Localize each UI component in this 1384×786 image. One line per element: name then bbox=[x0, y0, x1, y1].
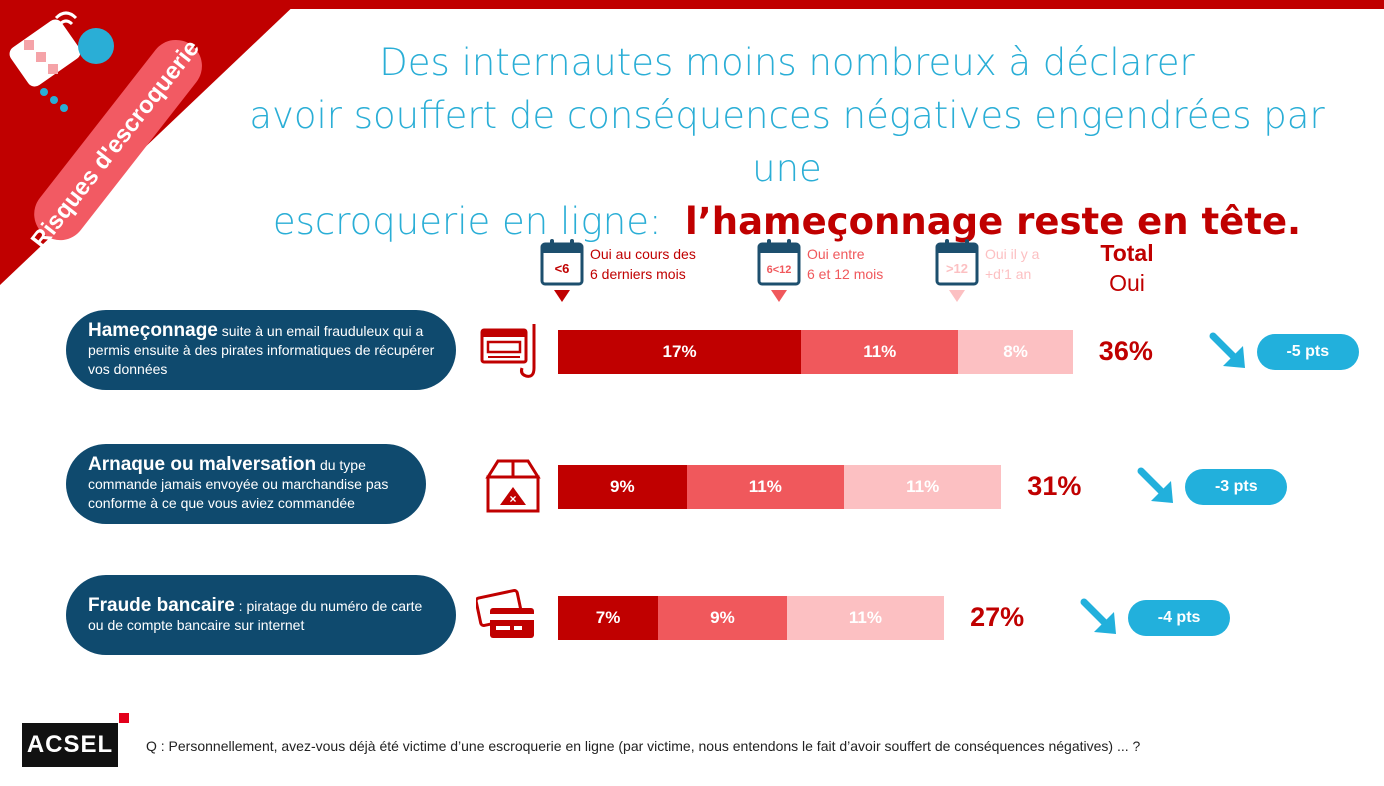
row-title: Arnaque ou malversation bbox=[88, 454, 317, 475]
row-label-2: Fraude bancaire : piratage du numéro de … bbox=[66, 575, 456, 655]
bar-segment-2: 11% bbox=[786, 596, 945, 640]
legend-label-line-1: Oui il y a bbox=[985, 246, 1040, 262]
legend-label-line-2: 6 et 12 mois bbox=[807, 266, 884, 282]
bar-segment-0: 7% bbox=[558, 596, 659, 640]
title-line-3-text: escroquerie en ligne: bbox=[272, 200, 662, 243]
arrow-down-right-icon bbox=[1209, 332, 1245, 368]
survey-question: Q : Personnellement, avez-vous déjà été … bbox=[146, 738, 1141, 754]
bar-segment-1: 9% bbox=[658, 596, 787, 640]
bar-segment-2: 11% bbox=[844, 465, 1002, 509]
arrow-down-right-icon bbox=[1137, 467, 1174, 503]
title-line-2: avoir souffert de conséquences négatives… bbox=[249, 94, 1325, 190]
bar-segment-1: 11% bbox=[686, 465, 844, 509]
title-line-3: escroquerie en ligne: l’hameçonnage rest… bbox=[222, 195, 1352, 248]
row-description: suite à un email frauduleux qui a permis… bbox=[88, 323, 435, 377]
row-label-0: Hameçonnage suite à un email frauduleux … bbox=[66, 310, 456, 390]
total-header-line-1: Total bbox=[1100, 240, 1154, 266]
top-red-bar bbox=[0, 0, 1384, 9]
bar-segment-0: 9% bbox=[558, 465, 687, 509]
bar-segment-2: 8% bbox=[958, 330, 1073, 374]
credit-cards-icon bbox=[476, 588, 534, 638]
legend-label: Oui entre 6 et 12 mois bbox=[807, 244, 883, 284]
calendar-tag: >12 bbox=[946, 261, 968, 276]
bar-data-label: 7% bbox=[595, 608, 621, 627]
legend-label-line-1: Oui au cours des bbox=[590, 246, 696, 262]
bar-data-label: 17% bbox=[662, 342, 697, 361]
calendar-icon: 6<12 bbox=[757, 239, 801, 302]
total-header-line-2: Oui bbox=[1109, 270, 1145, 296]
acsel-logo: ACSEL bbox=[22, 723, 118, 767]
bar-data-label: 8% bbox=[1003, 342, 1028, 361]
calendar-icon: >12 bbox=[935, 239, 979, 302]
legend-label: Oui au cours des 6 derniers mois bbox=[590, 244, 696, 284]
bar-data-label: 11% bbox=[748, 477, 782, 496]
row-label-text: Hameçonnage suite à un email frauduleux … bbox=[88, 321, 436, 379]
svg-text:×: × bbox=[509, 492, 516, 506]
bar-data-label: 11% bbox=[848, 608, 882, 627]
corner-badge: Risques d'escroquerie bbox=[0, 0, 300, 285]
change-badge: -5 pts bbox=[1256, 334, 1359, 370]
calendar-tag: 6<12 bbox=[767, 264, 792, 276]
legend-total-header: Total Oui bbox=[1090, 238, 1164, 298]
bar-segment-0: 17% bbox=[558, 330, 802, 374]
calendar-icon: <6 bbox=[540, 239, 584, 302]
row-total: 27% bbox=[970, 602, 1025, 632]
legend-label: Oui il y a +d’1 an bbox=[985, 244, 1039, 284]
legend-label-line-1: Oui entre bbox=[807, 246, 865, 262]
logo-dot bbox=[119, 713, 129, 723]
row-total: 31% bbox=[1027, 471, 1082, 501]
legend-label-line-2: +d’1 an bbox=[985, 266, 1032, 282]
row-title: Fraude bancaire bbox=[88, 594, 235, 616]
handshake-icon bbox=[9, 11, 114, 112]
bar-data-label: 9% bbox=[610, 477, 635, 496]
phishing-hook-icon bbox=[480, 324, 536, 378]
bar-segment-1: 11% bbox=[801, 330, 959, 374]
damaged-package-icon: × bbox=[485, 459, 541, 513]
change-badge: -4 pts bbox=[1128, 600, 1231, 636]
row-label-text: Arnaque ou malversation du type commande… bbox=[88, 455, 406, 513]
calendar-tag: <6 bbox=[555, 261, 570, 276]
bar-data-label: 11% bbox=[863, 342, 897, 361]
title-line-1: Des internautes moins nombreux à déclare… bbox=[379, 41, 1195, 84]
row-total: 36% bbox=[1098, 336, 1153, 366]
row-label-1: Arnaque ou malversation du type commande… bbox=[66, 444, 426, 524]
legend-item-1: 6<12 Oui entre 6 et 12 mois bbox=[757, 238, 883, 308]
page-title: Des internautes moins nombreux à déclare… bbox=[222, 36, 1352, 248]
title-highlight: l’hameçonnage reste en tête. bbox=[684, 200, 1302, 243]
bar-data-label: 9% bbox=[710, 608, 735, 627]
legend-label-line-2: 6 derniers mois bbox=[590, 266, 686, 282]
row-label-text: Fraude bancaire : piratage du numéro de … bbox=[88, 596, 436, 635]
row-description: du type commande jamais envoyée ou march… bbox=[88, 457, 389, 511]
row-description: : piratage du numéro de carte ou de comp… bbox=[88, 597, 423, 633]
bar-data-label: 11% bbox=[906, 477, 940, 496]
change-badge: -3 pts bbox=[1185, 469, 1288, 505]
legend-item-2: >12 Oui il y a +d’1 an bbox=[935, 238, 1039, 308]
legend-item-0: <6 Oui au cours des 6 derniers mois bbox=[540, 238, 696, 308]
row-title: Hameçonnage bbox=[88, 320, 218, 341]
arrow-down-right-icon bbox=[1080, 598, 1117, 634]
